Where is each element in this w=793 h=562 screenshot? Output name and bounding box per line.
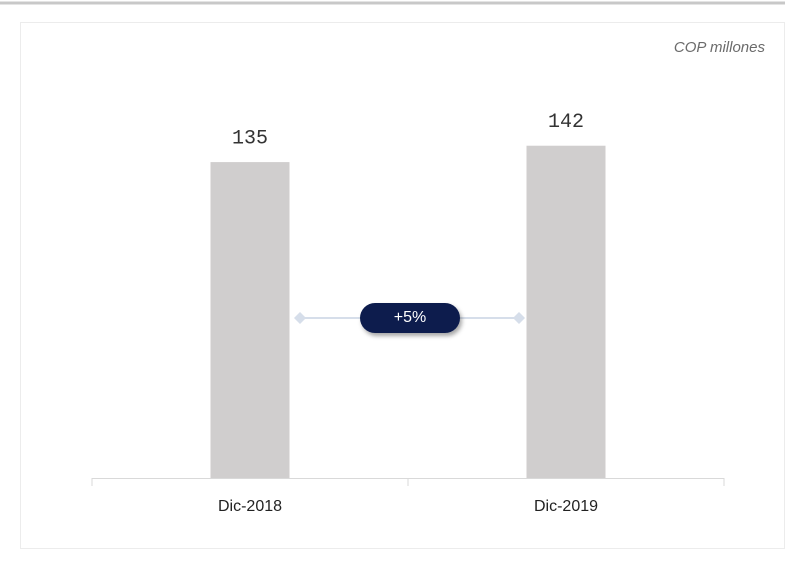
connector-marker: [294, 312, 306, 324]
connector-marker: [513, 312, 525, 324]
unit-label: COP millones: [674, 39, 766, 56]
value-label: 142: [548, 111, 584, 134]
bar: [526, 145, 606, 478]
x-tick-label: Dic-2018: [218, 498, 282, 515]
panel-border: [20, 22, 785, 549]
growth-label: +5%: [394, 309, 426, 326]
growth-pill: [360, 303, 460, 333]
bar: [210, 162, 290, 478]
marks: 135 Dic-2018 142 Dic-2019: [91, 111, 725, 515]
x-tick-label: Dic-2019: [534, 498, 598, 515]
value-label: 135: [232, 127, 268, 150]
